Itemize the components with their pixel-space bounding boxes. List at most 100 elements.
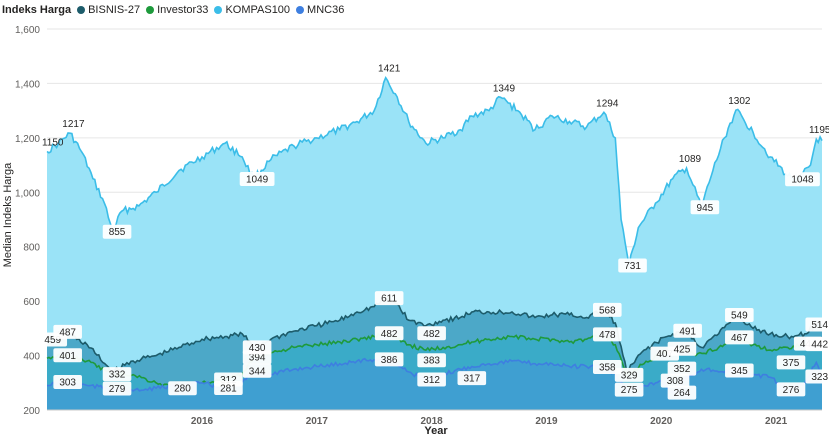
data-label-box — [614, 382, 644, 397]
x-tick-label: 2020 — [650, 416, 673, 427]
data-label: 332 — [102, 367, 132, 382]
data-label: 358 — [592, 360, 622, 375]
data-label-text: 482 — [381, 329, 398, 340]
data-label-box — [457, 371, 487, 386]
chart-legend: Indeks Harga BISNIS-27 Investor33 KOMPAS… — [2, 1, 350, 19]
data-label-box — [805, 317, 829, 332]
data-label-box — [785, 172, 820, 187]
data-label: 425 — [667, 341, 697, 356]
data-label: 855 — [102, 224, 132, 239]
legend-marker-kompas100 — [214, 6, 223, 14]
data-label-box — [673, 323, 702, 338]
data-label: 731 — [618, 258, 647, 273]
x-axis: 2016 2017 2018 2019 2020 2021 — [191, 416, 788, 427]
legend-item-bisnis27[interactable]: BISNIS-27 — [77, 4, 140, 16]
data-label-box — [660, 373, 690, 388]
data-label-box — [417, 353, 446, 368]
data-label-box — [805, 369, 829, 384]
y-tick-label: 400 — [23, 352, 40, 363]
data-label-box — [214, 380, 243, 395]
data-label: 611 — [374, 291, 404, 306]
data-label: 279 — [102, 381, 132, 396]
data-label-text: 442 — [811, 340, 828, 351]
data-label: 308 — [660, 373, 690, 388]
data-label-text: 352 — [674, 364, 691, 375]
data-label-text: 358 — [599, 363, 616, 374]
data-label-text: 394 — [249, 353, 266, 364]
data-label-text: 312 — [423, 375, 440, 386]
data-label-text: 459 — [44, 335, 61, 346]
data-label: 345 — [725, 363, 754, 378]
data-label: 467 — [725, 330, 754, 345]
data-label: 1150 — [42, 137, 64, 148]
x-tick-label: 2018 — [421, 416, 444, 427]
data-label: 280 — [168, 381, 197, 396]
data-label-text: 323 — [811, 372, 828, 383]
data-label-box — [776, 382, 806, 397]
data-label-text: 467 — [731, 333, 748, 344]
data-label: 1089 — [679, 154, 702, 165]
data-label-box — [417, 326, 446, 341]
data-label: 303 — [53, 374, 82, 389]
data-label-box — [690, 200, 720, 215]
data-label-text: 855 — [109, 227, 126, 238]
data-label-box — [725, 330, 754, 345]
data-label-box — [667, 341, 697, 356]
data-label: 568 — [592, 302, 622, 317]
data-label: 386 — [374, 352, 404, 367]
data-label-text: 329 — [621, 370, 638, 381]
data-label-text: 430 — [249, 343, 266, 354]
y-tick-label: 600 — [23, 297, 40, 308]
data-label: 1048 — [785, 172, 820, 187]
data-label-text: 945 — [697, 203, 714, 214]
data-label-box — [102, 381, 132, 396]
data-label: 487 — [53, 324, 82, 339]
legend-label-mnc36: MNC36 — [307, 4, 345, 16]
data-label: 430 — [242, 340, 272, 355]
legend-marker-mnc36 — [296, 6, 305, 14]
y-tick-label: 200 — [23, 406, 40, 417]
data-label-box — [776, 355, 806, 370]
legend-marker-bisnis27 — [77, 6, 86, 14]
data-label-text: 317 — [463, 374, 480, 385]
legend-marker-investor33 — [146, 6, 155, 14]
legend-item-mnc36[interactable]: MNC36 — [296, 4, 344, 16]
y-axis-title: Median Indeks Harga — [2, 162, 14, 267]
y-tick-label: 1,600 — [15, 25, 40, 36]
series-line-bisnis27[interactable] — [46, 296, 823, 374]
data-label: 383 — [417, 353, 446, 368]
data-label-box — [53, 348, 82, 363]
data-label: 442 — [805, 337, 829, 352]
data-label: 1302 — [728, 96, 751, 107]
data-label: 344 — [242, 363, 272, 378]
data-label-text: 514 — [811, 320, 828, 331]
data-label: 312 — [417, 372, 446, 387]
data-label-box — [592, 360, 622, 375]
data-label-text: 308 — [667, 376, 684, 387]
data-label-text: 491 — [679, 326, 696, 337]
x-tick-label: 2021 — [765, 416, 788, 427]
data-label: 478 — [592, 327, 622, 342]
data-label: 514 — [805, 317, 829, 332]
data-label-box — [242, 340, 272, 355]
data-label: 1217 — [62, 119, 85, 130]
y-tick-label: 1,000 — [15, 188, 40, 199]
series-line-kompas100[interactable] — [46, 75, 823, 266]
data-label-text: 611 — [381, 294, 397, 305]
legend-label-kompas100: KOMPAS100 — [225, 4, 291, 16]
data-label-text: 568 — [599, 305, 616, 316]
data-label-text: 264 — [674, 388, 691, 399]
legend-item-investor33[interactable]: Investor33 — [146, 4, 208, 16]
y-axis: 1,600 1,400 1,200 1,000 800 600 400 200 — [15, 25, 40, 417]
data-label-text: 731 — [624, 261, 641, 272]
y-tick-label: 800 — [23, 243, 40, 254]
data-label-box — [53, 324, 82, 339]
legend-item-kompas100[interactable]: KOMPAS100 — [214, 4, 290, 16]
data-label: 276 — [776, 382, 806, 397]
data-label-text: 276 — [783, 385, 800, 396]
data-label-text: 345 — [731, 366, 748, 377]
data-label: 375 — [776, 355, 806, 370]
data-label-box — [417, 372, 446, 387]
data-label-box — [805, 337, 829, 352]
